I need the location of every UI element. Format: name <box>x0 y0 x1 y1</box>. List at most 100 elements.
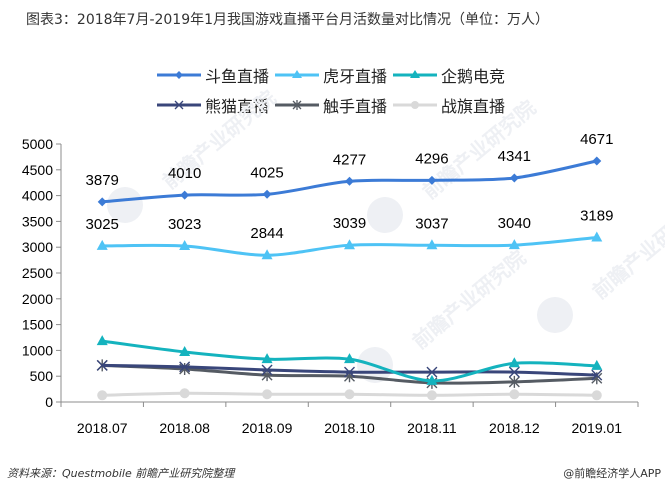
legend-item-chushou: 触手直播 <box>273 93 387 117</box>
data-point <box>261 364 273 376</box>
watermark-logo-icon <box>367 197 403 233</box>
data-label: 4671 <box>580 131 613 148</box>
y-tick-label: 2000 <box>22 291 53 307</box>
data-point <box>591 390 602 401</box>
data-point <box>179 240 191 251</box>
data-point <box>262 189 272 199</box>
watermark-logo-icon <box>537 297 573 333</box>
credit-note: @前瞻经济学人APP <box>563 467 661 480</box>
legend-marker-penguin-icon <box>393 70 438 78</box>
data-point <box>508 366 520 378</box>
data-point <box>179 388 190 399</box>
data-label: 4010 <box>168 165 201 182</box>
y-tick-label: 3500 <box>22 213 53 229</box>
legend-marker-panda-icon <box>157 100 201 110</box>
x-tick-label: 2018.09 <box>242 420 293 436</box>
legend-item-huya: 虎牙直播 <box>273 63 387 87</box>
y-tick-label: 3000 <box>22 239 53 255</box>
data-point <box>96 359 108 371</box>
source-note: 资料来源：Questmobile 前瞻产业研究院整理 <box>7 467 235 480</box>
watermark-logo-icon <box>107 187 143 223</box>
legend-marker-douyu-icon <box>157 71 201 79</box>
y-tick-label: 4500 <box>22 162 53 178</box>
data-label: 3039 <box>333 215 366 232</box>
y-tick-label: 500 <box>30 368 54 384</box>
x-tick-label: 2019.01 <box>571 420 622 436</box>
legend-label: 触手直播 <box>323 97 388 116</box>
data-point <box>509 389 520 400</box>
legend-marker-huya-icon <box>275 70 320 78</box>
data-point <box>426 366 438 378</box>
y-tick-label: 1500 <box>22 317 53 333</box>
data-point <box>262 389 273 400</box>
series-layer <box>96 156 603 401</box>
legend-label: 熊猫直播 <box>205 97 270 116</box>
x-tick-label: 2018.07 <box>77 420 128 436</box>
data-label: 3879 <box>86 172 119 189</box>
series-1 <box>96 231 603 260</box>
watermark-text: 前瞻产业研究院 <box>408 245 531 353</box>
legend-marker-zhanqi-icon <box>393 101 438 109</box>
data-label: 3025 <box>86 216 119 233</box>
chart-title: 图表3：2018年7月-2019年1月我国游戏直播平台月活数量对比情况（单位：万… <box>26 12 550 28</box>
data-point <box>344 353 355 364</box>
data-point <box>261 353 273 364</box>
legend-item-penguin: 企鹅电竞 <box>391 63 505 87</box>
data-point <box>427 175 437 185</box>
series-2 <box>96 335 603 385</box>
data-point <box>591 231 603 242</box>
data-point <box>97 390 108 401</box>
x-tick-label: 2018.08 <box>159 420 210 436</box>
data-label: 3037 <box>415 215 448 232</box>
data-labels: 3025 3023 2844 3039 3037 3040 3189 3879 4010 4025… <box>86 131 614 242</box>
series-5 <box>97 388 602 401</box>
legend-item-zhanqi: 战旗直播 <box>391 93 505 117</box>
data-point <box>592 156 602 166</box>
data-point <box>426 390 437 401</box>
legend-label: 虎牙直播 <box>323 67 388 86</box>
data-label: 4341 <box>498 148 531 165</box>
y-tick-label: 2500 <box>22 265 53 281</box>
x-tick-label: 2018.12 <box>489 420 540 436</box>
data-label: 3040 <box>498 215 531 232</box>
legend: 斗鱼直播 虎牙直播 企鹅电竞 熊猫直播 触手直播 战旗直播 <box>155 60 555 120</box>
data-point <box>96 239 108 250</box>
data-label: 4025 <box>250 164 283 181</box>
series-3 <box>96 359 603 381</box>
data-point <box>591 359 603 370</box>
data-point <box>96 335 108 346</box>
legend-label: 斗鱼直播 <box>205 67 270 86</box>
x-tick-label: 2018.10 <box>324 420 375 436</box>
y-tick-label: 4000 <box>22 188 53 204</box>
data-label: 3023 <box>168 216 201 233</box>
data-point <box>344 389 355 400</box>
data-label: 2844 <box>250 225 283 242</box>
series-0 <box>97 156 602 207</box>
y-tick-label: 1000 <box>22 342 53 358</box>
data-point <box>508 239 520 250</box>
legend-label: 企鹅电竞 <box>441 67 506 86</box>
data-point <box>508 375 520 388</box>
legend-row-1: 斗鱼直播 虎牙直播 企鹅电竞 <box>155 60 555 90</box>
data-point <box>261 249 273 260</box>
data-label: 3189 <box>580 207 613 224</box>
data-point <box>508 357 520 368</box>
legend-label: 战旗直播 <box>441 97 506 116</box>
legend-item-panda: 熊猫直播 <box>155 93 269 117</box>
axes: 0 500 1000 1500 2000 2500 3000 3500 4000 4500 5000… <box>22 136 639 436</box>
data-point <box>179 361 191 373</box>
data-point <box>426 239 438 250</box>
legend-row-2: 熊猫直播 触手直播 战旗直播 <box>155 90 555 120</box>
legend-item-douyu: 斗鱼直播 <box>155 63 269 87</box>
data-point <box>179 345 191 356</box>
data-point <box>180 190 190 200</box>
y-tick-label: 5000 <box>22 136 53 152</box>
y-tick-label: 0 <box>45 394 53 410</box>
data-point <box>426 374 438 385</box>
data-point <box>97 197 107 207</box>
legend-marker-chushou-icon <box>275 100 320 110</box>
data-label: 4277 <box>333 151 366 168</box>
data-point <box>344 239 355 250</box>
x-tick-label: 2018.11 <box>407 420 457 436</box>
